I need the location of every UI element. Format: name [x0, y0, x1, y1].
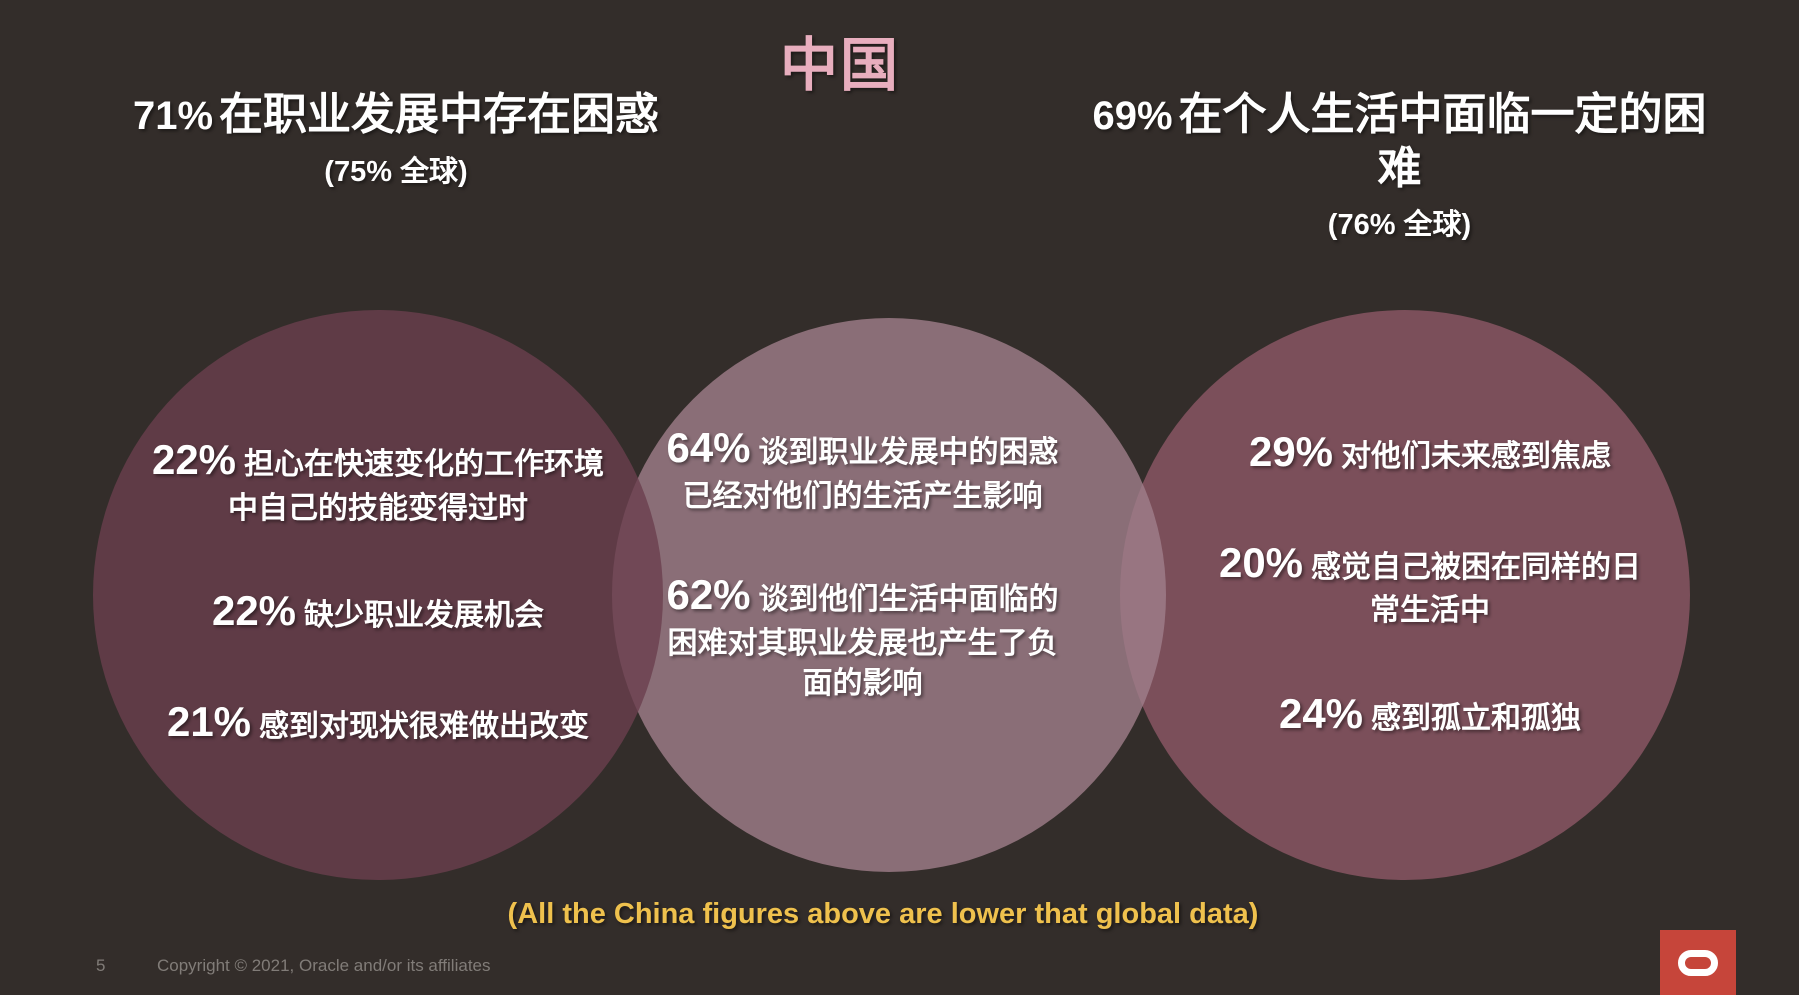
right-circle-stats: 29% 对他们未来感到焦虑 20% 感觉自己被困在同样的日常生活中 24% 感到孤立和… [1205, 424, 1655, 743]
right-header-text: 69% 在个人生活中面临一定的困难 [1072, 88, 1727, 195]
stat-label: 缺少职业发展机会 [304, 599, 545, 633]
stat-label: 担心在快速变化的工作环境中自己的技能变得过时 [228, 448, 605, 525]
right-header: 69% 在个人生活中面临一定的困难 (76% 全球) [1072, 88, 1727, 243]
right-header-stat: 69% [1092, 94, 1173, 138]
stat-item: 62% 谈到他们生活中面临的困难对其职业发展也产生了负面的影响 [655, 567, 1070, 705]
right-header-global-note: (76% 全球) [1327, 209, 1472, 242]
left-header-text: 71% 在职业发展中存在困惑 [90, 88, 702, 142]
venn-circle-middle [612, 318, 1166, 872]
venn-circle-right [1120, 310, 1690, 880]
stat-value: 29% [1248, 428, 1334, 475]
stat-label: 谈到职业发展中的困惑已经对他们的生活产生影响 [682, 436, 1059, 513]
left-header-label: 在职业发展中存在困惑 [219, 90, 660, 139]
left-header: 71% 在职业发展中存在困惑 (75% 全球) [90, 88, 702, 190]
stat-label: 感到孤立和孤独 [1371, 701, 1582, 735]
stat-item: 64% 谈到职业发展中的困惑已经对他们的生活产生影响 [655, 420, 1070, 517]
left-header-global-note: (75% 全球) [324, 155, 468, 188]
stat-value: 62% [666, 571, 751, 619]
copyright-text: Copyright © 2021, Oracle and/or its affi… [157, 956, 491, 975]
oracle-o-icon [1678, 949, 1718, 976]
slide-title: 中国 [779, 33, 900, 98]
stat-label: 感到对现状很难做出改变 [259, 709, 590, 743]
stat-item: 21% 感到对现状很难做出改变 [148, 694, 608, 751]
stat-item: 22% 缺少职业发展机会 [148, 583, 608, 640]
stat-value: 22% [211, 587, 297, 635]
venn-circle-left [93, 310, 663, 880]
left-header-stat: 71% [132, 94, 214, 138]
oracle-logo [1660, 930, 1736, 995]
right-header-label: 在个人生活中面临一定的困难 [1178, 90, 1707, 193]
stat-value: 24% [1278, 689, 1364, 737]
stat-value: 20% [1218, 538, 1304, 586]
stat-value: 22% [151, 436, 237, 483]
stat-label: 感觉自己被困在同样的日常生活中 [1311, 550, 1642, 628]
footnote: (All the China figures above are lower t… [507, 898, 1259, 930]
stat-item: 22% 担心在快速变化的工作环境中自己的技能变得过时 [148, 432, 608, 529]
stat-item: 20% 感觉自己被困在同样的日常生活中 [1205, 535, 1655, 632]
stat-value: 64% [666, 424, 751, 471]
stat-label: 谈到他们生活中面临的困难对其职业发展也产生了负面的影响 [667, 583, 1059, 701]
stat-value: 21% [166, 697, 252, 745]
page-number: 5 [96, 956, 106, 975]
middle-circle-stats: 64% 谈到职业发展中的困惑已经对他们的生活产生影响 62% 谈到他们生活中面临的困… [655, 420, 1070, 705]
stat-label: 对他们未来感到焦虑 [1341, 440, 1612, 473]
left-circle-stats: 22% 担心在快速变化的工作环境中自己的技能变得过时 22% 缺少职业发展机会 21… [148, 432, 608, 751]
stat-item: 29% 对他们未来感到焦虑 [1205, 424, 1655, 481]
stat-item: 24% 感到孤立和孤独 [1205, 686, 1655, 743]
